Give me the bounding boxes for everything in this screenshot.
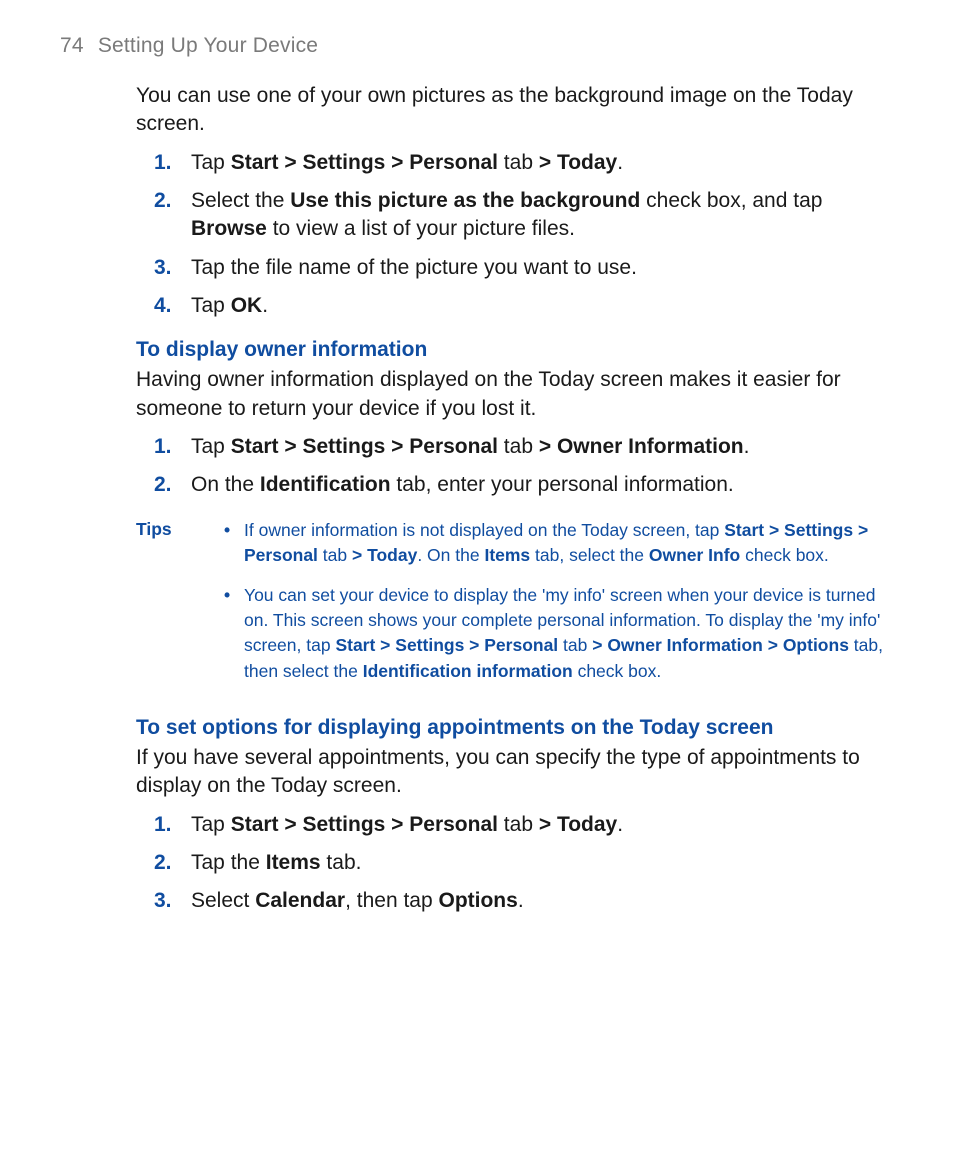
tip-item: If owner information is not displayed on…	[222, 518, 884, 569]
step-number: 2.	[154, 471, 172, 499]
tips-label: Tips	[136, 518, 222, 540]
step-text: On the Identification tab, enter your pe…	[191, 473, 734, 496]
step-item: 1. Tap Start > Settings > Personal tab >…	[136, 433, 884, 461]
owner-paragraph: Having owner information displayed on th…	[136, 366, 884, 423]
step-text: Select the Use this picture as the backg…	[191, 189, 822, 240]
step-item: 2. On the Identification tab, enter your…	[136, 471, 884, 499]
appointments-paragraph: If you have several appointments, you ca…	[136, 744, 884, 801]
step-number: 3.	[154, 254, 172, 282]
step-item: 2. Select the Use this picture as the ba…	[136, 187, 884, 244]
manual-page: 74 Setting Up Your Device You can use on…	[0, 0, 954, 916]
section-title: Setting Up Your Device	[98, 34, 318, 57]
step-text: Select Calendar, then tap Options.	[191, 889, 524, 912]
intro-paragraph: You can use one of your own pictures as …	[136, 82, 884, 139]
step-number: 1.	[154, 433, 172, 461]
step-text: Tap OK.	[191, 294, 268, 317]
step-item: 3. Tap the file name of the picture you …	[136, 254, 884, 282]
step-text: Tap the Items tab.	[191, 851, 361, 874]
running-header: 74 Setting Up Your Device	[60, 34, 894, 58]
heading-appointments: To set options for displaying appointmen…	[136, 716, 884, 740]
step-text: Tap Start > Settings > Personal tab > Ow…	[191, 435, 749, 458]
page-number: 74	[60, 34, 84, 58]
body-column: You can use one of your own pictures as …	[136, 82, 884, 916]
step-item: 1. Tap Start > Settings > Personal tab >…	[136, 811, 884, 839]
step-text: Tap the file name of the picture you wan…	[191, 256, 637, 279]
step-item: 4. Tap OK.	[136, 292, 884, 320]
step-text: Tap Start > Settings > Personal tab > To…	[191, 151, 623, 174]
tips-block: Tips If owner information is not display…	[136, 518, 884, 698]
steps-background: 1. Tap Start > Settings > Personal tab >…	[136, 149, 884, 321]
steps-appointments: 1. Tap Start > Settings > Personal tab >…	[136, 811, 884, 916]
step-item: 2. Tap the Items tab.	[136, 849, 884, 877]
step-number: 2.	[154, 849, 172, 877]
step-text: Tap Start > Settings > Personal tab > To…	[191, 813, 623, 836]
step-number: 3.	[154, 887, 172, 915]
steps-owner: 1. Tap Start > Settings > Personal tab >…	[136, 433, 884, 500]
step-number: 4.	[154, 292, 172, 320]
tips-list: If owner information is not displayed on…	[222, 518, 884, 698]
step-number: 2.	[154, 187, 172, 215]
heading-owner-info: To display owner information	[136, 338, 884, 362]
tip-item: You can set your device to display the '…	[222, 583, 884, 685]
step-item: 3. Select Calendar, then tap Options.	[136, 887, 884, 915]
step-item: 1. Tap Start > Settings > Personal tab >…	[136, 149, 884, 177]
step-number: 1.	[154, 811, 172, 839]
step-number: 1.	[154, 149, 172, 177]
